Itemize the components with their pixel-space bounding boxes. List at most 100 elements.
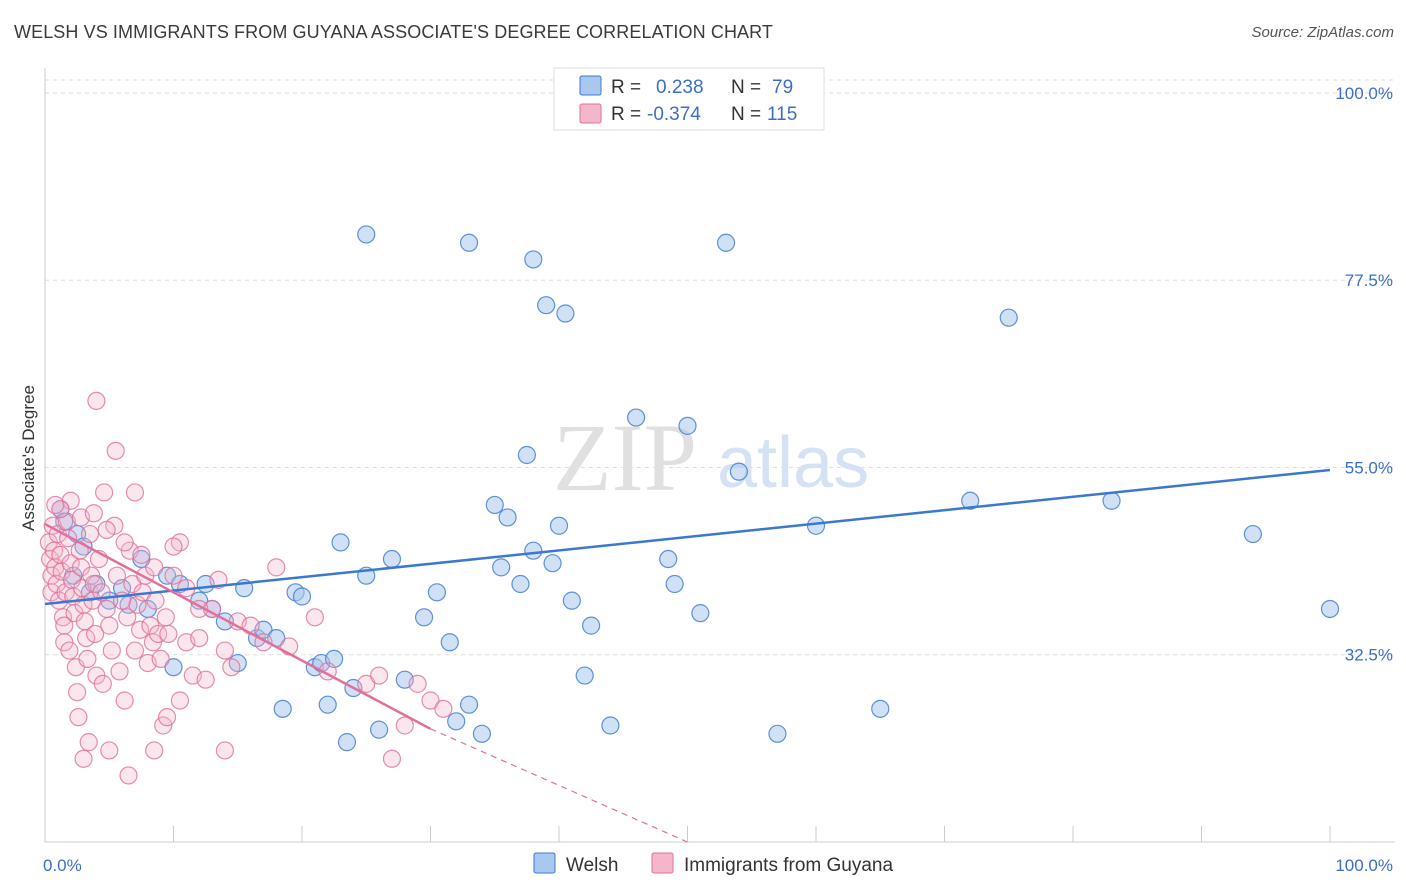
point-welsh-69 <box>999 308 1018 327</box>
point-guyana-106 <box>115 533 134 552</box>
point-guyana-87 <box>215 741 234 760</box>
point-welsh-12 <box>157 566 177 585</box>
point-guyana-54 <box>125 641 145 660</box>
point-welsh-40 <box>440 633 459 652</box>
point-welsh-72 <box>1320 599 1340 619</box>
point-welsh-58 <box>626 408 646 427</box>
point-guyana-24 <box>68 683 87 702</box>
point-guyana-99 <box>434 699 453 718</box>
y-tick-labels: 32.5% 55.0% 77.5% 100.0% <box>1335 84 1393 665</box>
point-welsh-48 <box>524 541 543 560</box>
grid-layer <box>45 79 1395 656</box>
watermark-zip: ZIP <box>553 404 697 511</box>
point-guyana-81 <box>100 741 119 760</box>
point-welsh-45 <box>492 558 511 577</box>
axis-layer <box>44 68 1395 843</box>
point-welsh-68 <box>961 491 980 510</box>
legend-n-label-guyana: N = <box>731 104 761 125</box>
point-guyana-62 <box>146 591 165 610</box>
x-tick-labels: 0.0% 100.0% <box>43 856 1393 875</box>
bottom-legend-swatch-guyana <box>651 852 674 874</box>
trend-layer <box>44 468 1331 843</box>
point-guyana-18 <box>60 641 79 660</box>
point-guyana-48 <box>110 662 129 681</box>
point-guyana-83 <box>145 741 164 760</box>
x-tick-label-0: 0.0% <box>43 856 82 875</box>
point-welsh-65 <box>768 724 787 743</box>
point-welsh-53 <box>556 304 575 323</box>
point-guyana-72 <box>190 628 209 648</box>
point-welsh-46 <box>498 508 517 527</box>
point-welsh-38 <box>414 608 434 627</box>
point-guyana-47 <box>107 566 127 585</box>
point-welsh-39 <box>427 583 447 602</box>
legend-r-label-welsh: R = <box>611 77 641 98</box>
point-welsh-52 <box>549 516 569 535</box>
point-guyana-50 <box>115 691 134 710</box>
point-guyana-88 <box>222 658 241 677</box>
legend-swatch-guyana <box>579 103 602 124</box>
point-guyana-63 <box>148 624 168 644</box>
point-guyana-109 <box>164 537 183 556</box>
point-guyana-93 <box>357 674 376 693</box>
point-guyana-51 <box>118 608 137 627</box>
bottom-legend-label-guyana: Immigrants from Guyana <box>684 855 893 876</box>
point-welsh-57 <box>601 716 620 735</box>
legend-r-label-guyana: R = <box>611 104 641 125</box>
point-welsh-51 <box>543 554 562 573</box>
point-guyana-68 <box>164 566 183 585</box>
point-guyana-76 <box>87 391 106 411</box>
point-welsh-35 <box>370 720 389 739</box>
point-guyana-103 <box>46 495 65 515</box>
point-welsh-67 <box>871 699 890 718</box>
series-welsh <box>51 225 1340 752</box>
y-tick-label-1: 55.0% <box>1345 458 1393 477</box>
trend-line-guyana <box>44 522 432 730</box>
watermark: ZIP atlas <box>553 404 869 511</box>
point-guyana-84 <box>157 708 177 727</box>
point-guyana-79 <box>93 674 112 693</box>
trend-line-dashed-guyana <box>430 728 688 843</box>
point-welsh-31 <box>331 533 350 552</box>
point-welsh-66 <box>806 516 826 535</box>
y-tick-label-0: 32.5% <box>1345 646 1393 665</box>
point-guyana-33 <box>79 733 98 752</box>
point-guyana-94 <box>370 666 389 685</box>
point-guyana-42 <box>95 483 114 502</box>
point-welsh-44 <box>485 495 504 515</box>
point-welsh-59 <box>659 549 678 569</box>
point-guyana-86 <box>196 670 215 689</box>
legend-r-value-guyana: -0.374 <box>647 104 701 125</box>
point-welsh-75 <box>524 250 543 269</box>
point-guyana-80 <box>74 749 93 768</box>
point-welsh-74 <box>459 233 479 252</box>
point-guyana-82 <box>119 766 138 785</box>
point-welsh-43 <box>472 724 491 743</box>
point-guyana-44 <box>100 616 119 635</box>
point-guyana-64 <box>151 649 170 669</box>
point-welsh-32 <box>337 733 357 752</box>
point-welsh-54 <box>562 591 581 610</box>
point-welsh-55 <box>575 666 594 685</box>
point-welsh-50 <box>537 296 556 315</box>
point-guyana-108 <box>145 558 164 577</box>
point-guyana-74 <box>215 641 234 660</box>
watermark-atlas: atlas <box>717 423 869 503</box>
legend-n-value-welsh: 79 <box>772 77 793 98</box>
point-guyana-77 <box>106 441 125 460</box>
point-guyana-43 <box>97 599 116 619</box>
point-welsh-63 <box>716 233 736 252</box>
point-welsh-26 <box>292 587 312 606</box>
point-guyana-107 <box>132 545 151 564</box>
y-tick-label-3: 100.0% <box>1335 84 1393 103</box>
point-welsh-47 <box>511 574 530 594</box>
point-guyana-56 <box>130 620 150 639</box>
point-guyana-25 <box>69 708 88 727</box>
legend-n-value-guyana: 115 <box>767 104 797 125</box>
point-welsh-36 <box>382 549 402 569</box>
point-guyana-66 <box>156 608 175 627</box>
legend-swatch-welsh <box>579 75 602 96</box>
x-tick-label-1: 100.0% <box>1335 856 1393 875</box>
legend-r-value-welsh: 0.238 <box>656 77 704 98</box>
